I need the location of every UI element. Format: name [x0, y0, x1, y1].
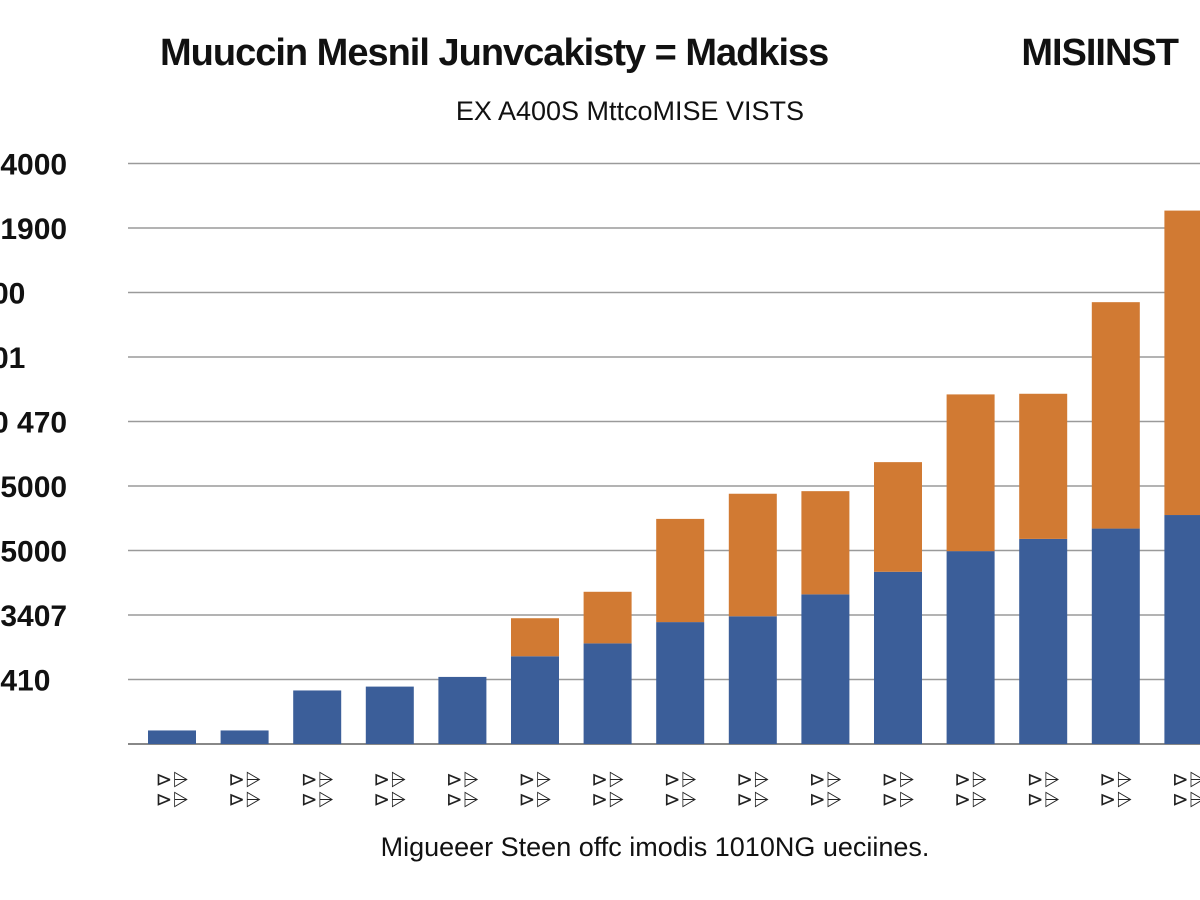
- x-tick-label: ⊳⩥: [301, 769, 334, 791]
- bar-series-2: [656, 518, 705, 623]
- x-tick-label: ⊳⩥: [809, 789, 842, 811]
- bar-series-2: [583, 591, 632, 644]
- x-tick-label: ⊳⩥: [373, 769, 406, 791]
- x-tick-label: ⊳⩥: [809, 769, 842, 791]
- y-tick-label: .4000: [0, 149, 67, 182]
- x-tick-label: ⊳⩥: [1027, 769, 1060, 791]
- y-tick-label: .3407: [0, 600, 67, 633]
- x-tick-label: ⊳⩥: [446, 789, 479, 811]
- y-tick-label: 01: [0, 342, 25, 375]
- chart-title-right: MISIINST: [1021, 32, 1179, 74]
- x-axis-label: Migueeer Steen offc imodis 1010NG ueciin…: [380, 832, 930, 862]
- bar-series-1: [220, 730, 269, 744]
- x-tick-label: ⊳⩥: [1099, 789, 1132, 811]
- x-tick-label: ⊳⩥: [882, 769, 915, 791]
- x-tick-label: ⊳⩥: [664, 769, 697, 791]
- x-tick-label: ⊳⩥: [591, 769, 624, 791]
- bar-series-1: [148, 730, 196, 744]
- x-tick-label: ⊳⩥: [736, 789, 769, 811]
- x-tick-label: ⊳⩥: [954, 789, 987, 811]
- bar-series-1: [1164, 515, 1200, 744]
- bar-series-1: [293, 690, 342, 744]
- bar-series-1: [365, 686, 414, 744]
- y-tick-label: 00: [0, 278, 25, 311]
- bar-series-2: [728, 493, 777, 617]
- x-tick-label: ⊳⩥: [373, 789, 406, 811]
- bar-series-1: [1019, 538, 1068, 744]
- x-tick-label: ⊳⩥: [664, 789, 697, 811]
- x-tick-label: ⊳⩥: [1172, 769, 1200, 791]
- x-tick-label: ⊳⩥: [1099, 769, 1132, 791]
- bar-series-1: [874, 571, 922, 744]
- bar-series-2: [874, 462, 922, 572]
- x-tick-label: ⊳⩥: [228, 769, 261, 791]
- x-tick-label: ⊳⩥: [1172, 789, 1200, 811]
- x-tick-label: ⊳⩥: [519, 789, 552, 811]
- bar-series-2: [1091, 302, 1140, 529]
- x-tick-label: ⊳⩥: [519, 769, 552, 791]
- x-tick-label: ⊳⩥: [156, 769, 189, 791]
- chart-title: Muuccin Mesnil Junvcakisty = Madkiss: [160, 32, 829, 74]
- y-tick-label: .410: [0, 665, 50, 698]
- y-tick-label: .5000: [0, 471, 67, 504]
- y-tick-label: .1900: [0, 213, 67, 246]
- bar-series-1: [946, 551, 995, 744]
- y-tick-label: 0 470: [0, 407, 67, 440]
- x-tick-label: ⊳⩥: [228, 789, 261, 811]
- y-tick-label: .5000: [0, 536, 67, 569]
- x-tick-label: ⊳⩥: [736, 769, 769, 791]
- x-tick-label: ⊳⩥: [954, 769, 987, 791]
- bar-series-1: [656, 622, 705, 744]
- chart-subtitle: EX A400S MttcoMISE VISTS: [455, 96, 805, 126]
- bar-series-1: [1091, 528, 1140, 744]
- bar-series-1: [438, 676, 487, 744]
- x-tick-label: ⊳⩥: [1027, 789, 1060, 811]
- bar-series-1: [728, 616, 777, 744]
- x-tick-label: ⊳⩥: [882, 789, 915, 811]
- x-tick-label: ⊳⩥: [591, 789, 624, 811]
- x-tick-label: ⊳⩥: [446, 769, 479, 791]
- bar-series-2: [511, 618, 559, 657]
- bar-series-1: [511, 656, 559, 744]
- bar-series-1: [583, 643, 632, 744]
- bar-series-1: [801, 594, 850, 744]
- x-tick-label: ⊳⩥: [156, 789, 189, 811]
- bar-series-2: [946, 394, 995, 552]
- bar-series-2: [1019, 393, 1068, 539]
- bar-series-2: [1164, 210, 1200, 516]
- bar-series-2: [801, 491, 850, 595]
- x-tick-label: ⊳⩥: [301, 789, 334, 811]
